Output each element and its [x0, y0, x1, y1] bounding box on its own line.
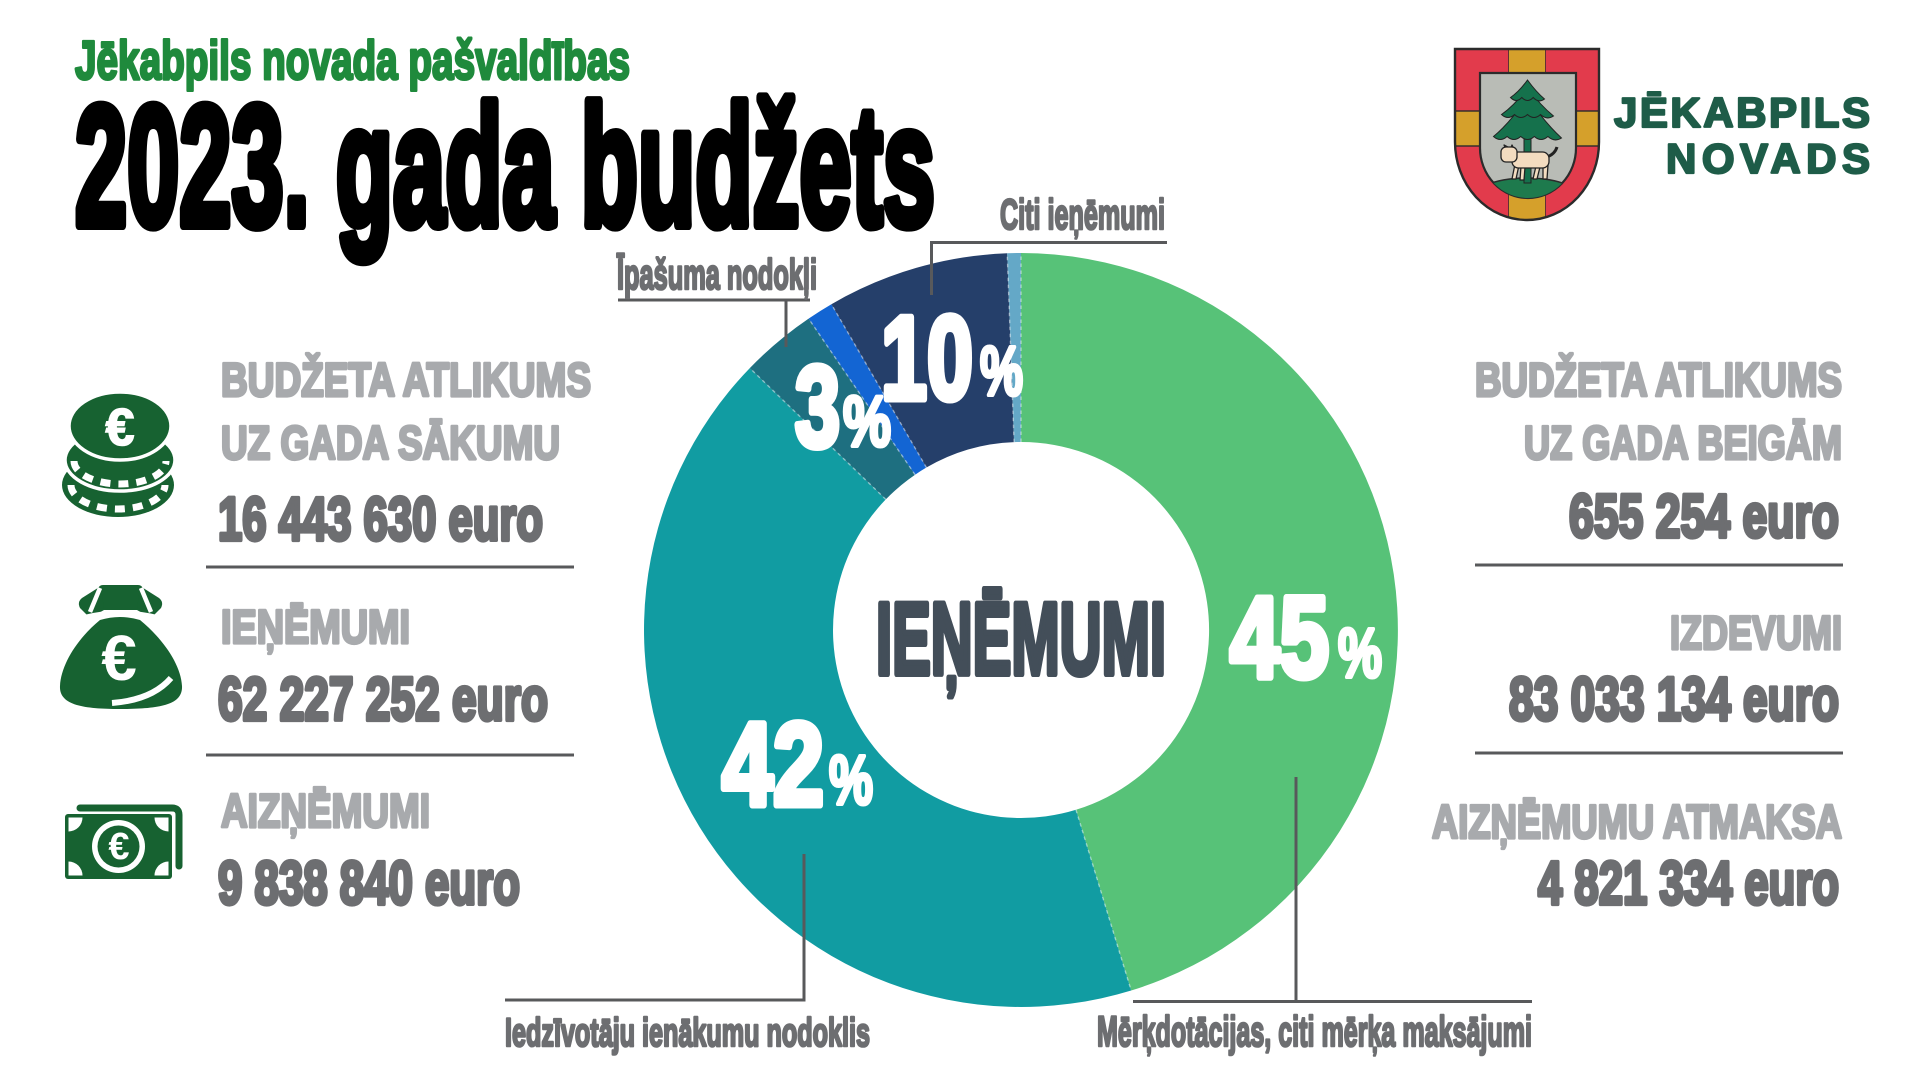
svg-text:€: €: [106, 399, 135, 457]
svg-text:Mērķdotācijas, citi mērķa maks: Mērķdotācijas, citi mērķa maksājumi: [1097, 1008, 1532, 1056]
svg-text:AIZŅĒMUMI: AIZŅĒMUMI: [221, 784, 430, 838]
svg-text:AIZŅĒMUMU ATMAKSA: AIZŅĒMUMU ATMAKSA: [1432, 795, 1842, 849]
svg-text:Iedzīvotāju ienākumu nodoklis: Iedzīvotāju ienākumu nodoklis: [505, 1011, 870, 1055]
svg-text:45: 45: [1230, 574, 1329, 702]
svg-text:83 033 134 euro: 83 033 134 euro: [1509, 665, 1839, 733]
svg-text:Jēkabpils novada pašvaldības: Jēkabpils novada pašvaldības: [75, 29, 630, 91]
svg-text:%: %: [829, 741, 873, 819]
svg-text:Citi ieņēmumi: Citi ieņēmumi: [1000, 191, 1165, 239]
svg-text:42: 42: [722, 699, 824, 831]
svg-text:BUDŽETA ATLIKUMS: BUDŽETA ATLIKUMS: [221, 353, 591, 406]
svg-text:UZ GADA BEIGĀM: UZ GADA BEIGĀM: [1524, 416, 1842, 469]
svg-text:16 443 630 euro: 16 443 630 euro: [218, 485, 543, 553]
svg-text:10: 10: [881, 292, 973, 425]
svg-text:655 254 euro: 655 254 euro: [1569, 482, 1839, 550]
svg-text:3: 3: [795, 343, 840, 471]
svg-text:%: %: [843, 383, 891, 462]
svg-text:NOVADS: NOVADS: [1666, 135, 1872, 182]
svg-text:9 838 840 euro: 9 838 840 euro: [218, 849, 520, 917]
svg-text:62 227 252 euro: 62 227 252 euro: [218, 665, 548, 733]
svg-text:IEŅĒMUMI: IEŅĒMUMI: [876, 582, 1166, 697]
svg-text:IZDEVUMI: IZDEVUMI: [1670, 606, 1842, 659]
svg-text:UZ GADA SĀKUMU: UZ GADA SĀKUMU: [221, 416, 560, 469]
svg-text:BUDŽETA ATLIKUMS: BUDŽETA ATLIKUMS: [1475, 353, 1842, 406]
svg-text:IEŅĒMUMI: IEŅĒMUMI: [221, 600, 410, 654]
svg-text:Īpašuma nodokļi: Īpašuma nodokļi: [616, 251, 817, 299]
svg-text:€: €: [101, 622, 137, 694]
svg-text:%: %: [1338, 614, 1382, 692]
svg-text:2023. gada budžets: 2023. gada budžets: [75, 71, 935, 262]
svg-text:€: €: [108, 826, 129, 868]
svg-text:%: %: [980, 332, 1023, 410]
svg-text:JĒKABPILS: JĒKABPILS: [1614, 89, 1872, 136]
svg-text:4 821 334 euro: 4 821 334 euro: [1538, 849, 1839, 917]
